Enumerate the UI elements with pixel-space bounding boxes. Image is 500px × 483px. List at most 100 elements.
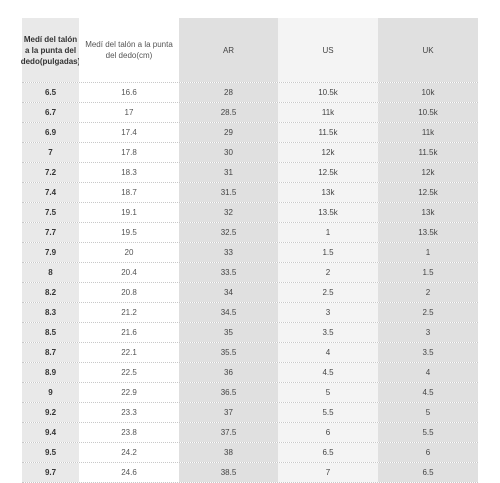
us-cell: 6 — [278, 423, 378, 442]
us-cell: 4 — [278, 343, 378, 362]
us-cell: 1.5 — [278, 243, 378, 262]
cm-cell: 21.6 — [79, 323, 179, 342]
header-inches: Medí del talón a la punta del dedo(pulga… — [21, 18, 80, 82]
ar-cell: 38.5 — [179, 463, 278, 482]
ar-cell: 32 — [179, 203, 278, 222]
us-cell: 11k — [278, 103, 378, 122]
inches-cell: 7.4 — [22, 183, 79, 202]
ar-cell: 35 — [179, 323, 278, 342]
inches-cell: 9 — [22, 383, 79, 402]
cm-cell: 20 — [79, 243, 179, 262]
us-cell: 7 — [278, 463, 378, 482]
uk-cell: 11.5k — [378, 143, 478, 162]
table-row: 6.7 17 28.5 11k 10.5k — [22, 103, 478, 123]
cm-cell: 24.2 — [79, 443, 179, 462]
ar-cell: 32.5 — [179, 223, 278, 242]
uk-cell: 4 — [378, 363, 478, 382]
cm-cell: 19.1 — [79, 203, 179, 222]
us-cell: 2.5 — [278, 283, 378, 302]
inches-cell: 8.2 — [22, 283, 79, 302]
us-cell: 12.5k — [278, 163, 378, 182]
inches-cell: 9.4 — [22, 423, 79, 442]
cm-cell: 22.5 — [79, 363, 179, 382]
table-body: 6.5 16.6 28 10.5k 10k 6.7 17 28.5 11k 10.5k 6.9 17.… — [22, 83, 478, 483]
header-ar: AR — [179, 18, 278, 82]
table-row: 7.7 19.5 32.5 1 13.5k — [22, 223, 478, 243]
table-row: 9.5 24.2 38 6.5 6 — [22, 443, 478, 463]
inches-cell: 6.9 — [22, 123, 79, 142]
inches-cell: 8.9 — [22, 363, 79, 382]
cm-cell: 17 — [79, 103, 179, 122]
table-row: 8.3 21.2 34.5 3 2.5 — [22, 303, 478, 323]
inches-cell: 7 — [22, 143, 79, 162]
ar-cell: 28 — [179, 83, 278, 102]
us-cell: 3.5 — [278, 323, 378, 342]
uk-cell: 10.5k — [378, 103, 478, 122]
inches-cell: 6.5 — [22, 83, 79, 102]
ar-cell: 34.5 — [179, 303, 278, 322]
cm-cell: 17.4 — [79, 123, 179, 142]
ar-cell: 31.5 — [179, 183, 278, 202]
ar-cell: 30 — [179, 143, 278, 162]
cm-cell: 17.8 — [79, 143, 179, 162]
table-row: 7.9 20 33 1.5 1 — [22, 243, 478, 263]
uk-cell: 5 — [378, 403, 478, 422]
table-header-row: Medí del talón a la punta del dedo(pulga… — [21, 18, 478, 83]
size-chart-table: Medí del talón a la punta del dedo(pulga… — [21, 18, 478, 483]
cm-cell: 18.3 — [79, 163, 179, 182]
uk-cell: 6.5 — [378, 463, 478, 482]
ar-cell: 37.5 — [179, 423, 278, 442]
header-cm: Medí del talón a la punta del dedo(cm) — [79, 18, 179, 82]
cm-cell: 19.5 — [79, 223, 179, 242]
header-uk: UK — [378, 18, 478, 82]
uk-cell: 3.5 — [378, 343, 478, 362]
table-row: 7.4 18.7 31.5 13k 12.5k — [22, 183, 478, 203]
us-cell: 5 — [278, 383, 378, 402]
inches-cell: 7.2 — [22, 163, 79, 182]
cm-cell: 20.4 — [79, 263, 179, 282]
uk-cell: 1 — [378, 243, 478, 262]
table-row: 9.7 24.6 38.5 7 6.5 — [22, 463, 478, 483]
us-cell: 4.5 — [278, 363, 378, 382]
cm-cell: 21.2 — [79, 303, 179, 322]
table-row: 9 22.9 36.5 5 4.5 — [22, 383, 478, 403]
us-cell: 12k — [278, 143, 378, 162]
us-cell: 13k — [278, 183, 378, 202]
uk-cell: 11k — [378, 123, 478, 142]
ar-cell: 31 — [179, 163, 278, 182]
inches-cell: 8.5 — [22, 323, 79, 342]
ar-cell: 29 — [179, 123, 278, 142]
inches-cell: 8 — [22, 263, 79, 282]
cm-cell: 22.1 — [79, 343, 179, 362]
us-cell: 13.5k — [278, 203, 378, 222]
uk-cell: 1.5 — [378, 263, 478, 282]
inches-cell: 8.3 — [22, 303, 79, 322]
cm-cell: 24.6 — [79, 463, 179, 482]
us-cell: 2 — [278, 263, 378, 282]
cm-cell: 20.8 — [79, 283, 179, 302]
inches-cell: 7.7 — [22, 223, 79, 242]
ar-cell: 36 — [179, 363, 278, 382]
header-us: US — [278, 18, 378, 82]
cm-cell: 23.3 — [79, 403, 179, 422]
table-row: 7.5 19.1 32 13.5k 13k — [22, 203, 478, 223]
table-row: 8.5 21.6 35 3.5 3 — [22, 323, 478, 343]
table-row: 7.2 18.3 31 12.5k 12k — [22, 163, 478, 183]
uk-cell: 3 — [378, 323, 478, 342]
uk-cell: 10k — [378, 83, 478, 102]
cm-cell: 23.8 — [79, 423, 179, 442]
table-row: 8.2 20.8 34 2.5 2 — [22, 283, 478, 303]
table-row: 6.5 16.6 28 10.5k 10k — [22, 83, 478, 103]
cm-cell: 16.6 — [79, 83, 179, 102]
us-cell: 1 — [278, 223, 378, 242]
us-cell: 6.5 — [278, 443, 378, 462]
us-cell: 11.5k — [278, 123, 378, 142]
ar-cell: 34 — [179, 283, 278, 302]
ar-cell: 35.5 — [179, 343, 278, 362]
cm-cell: 22.9 — [79, 383, 179, 402]
ar-cell: 28.5 — [179, 103, 278, 122]
table-row: 8 20.4 33.5 2 1.5 — [22, 263, 478, 283]
uk-cell: 6 — [378, 443, 478, 462]
table-row: 8.9 22.5 36 4.5 4 — [22, 363, 478, 383]
uk-cell: 13.5k — [378, 223, 478, 242]
